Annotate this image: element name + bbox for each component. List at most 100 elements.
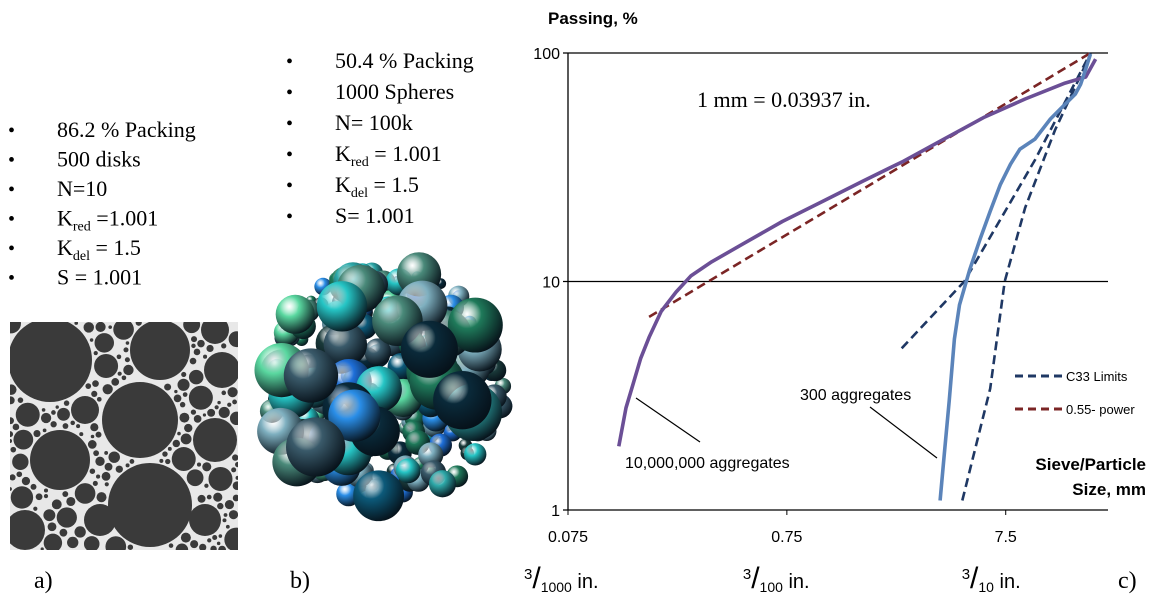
disk (236, 476, 240, 480)
disk (174, 395, 182, 403)
disk (43, 509, 55, 521)
disk (91, 391, 97, 397)
list-item: S= 1.001 (335, 203, 415, 228)
disk (50, 421, 56, 427)
disk (96, 432, 102, 438)
disk (169, 543, 174, 548)
y-tick-label: 10 (542, 275, 560, 292)
disk (117, 355, 122, 360)
disk (233, 481, 242, 490)
disk (84, 504, 116, 536)
disk (108, 451, 119, 462)
bullet: • (8, 120, 15, 142)
disk (208, 467, 232, 491)
item-tail: = 1.5 (90, 235, 141, 260)
disk (191, 344, 195, 348)
disk (197, 340, 204, 347)
list-item: 1000 Spheres (335, 79, 454, 104)
inch-den: 100 (760, 579, 784, 595)
disk (90, 423, 98, 431)
disk (222, 518, 226, 522)
disk (168, 447, 172, 451)
disk (95, 322, 105, 332)
x-tick-label: 7.5 (995, 529, 1017, 546)
disk (229, 510, 238, 519)
disk (5, 510, 45, 550)
disk (79, 432, 83, 436)
disk (180, 402, 185, 407)
disk (33, 507, 37, 511)
disk (13, 424, 20, 431)
disk (118, 372, 122, 376)
disk (85, 383, 91, 389)
bullet: • (286, 144, 293, 166)
disk (8, 487, 12, 491)
disk (64, 400, 69, 405)
disk (88, 440, 97, 449)
disk (71, 396, 99, 424)
disk (41, 547, 44, 550)
disk (42, 408, 46, 412)
disk (8, 439, 12, 443)
item-sub: del (351, 186, 368, 201)
disk (191, 336, 197, 342)
disk (207, 495, 212, 500)
disk (33, 430, 40, 437)
disk (62, 491, 68, 497)
x-tick-label: 0.075 (548, 529, 588, 546)
series-line (940, 54, 1090, 501)
disk (199, 544, 206, 551)
item-tail: =1.001 (91, 206, 158, 231)
figure: •86.2 % Packing•500 disks•N=10•Kred =1.0… (0, 0, 1152, 602)
disk (126, 341, 130, 345)
inch-unit: in. (572, 571, 599, 593)
disk (92, 380, 99, 387)
callout-line (870, 407, 937, 458)
disk (44, 534, 62, 552)
bullet: • (8, 268, 15, 290)
disk (75, 483, 96, 504)
disk (235, 462, 240, 467)
disk (44, 494, 48, 498)
disk (181, 533, 191, 543)
sphere (286, 417, 345, 476)
bullet: • (8, 179, 15, 201)
disk (59, 529, 67, 537)
disk (52, 499, 62, 509)
disk (219, 407, 230, 418)
disk (203, 413, 206, 416)
disk (233, 495, 240, 502)
disk (51, 410, 56, 415)
disk (8, 318, 92, 402)
panel-label: c) (1118, 568, 1137, 594)
disk (93, 450, 99, 456)
sphere (276, 295, 315, 334)
disk (91, 435, 95, 439)
disk (66, 497, 75, 506)
inch-label: 3/100 in. (743, 562, 810, 595)
disk (102, 472, 111, 481)
disk (123, 365, 133, 375)
panel-a: •86.2 % Packing•500 disks•N=10•Kred =1.0… (1, 117, 248, 594)
disk (162, 451, 167, 456)
disk (179, 413, 189, 423)
disk (90, 468, 96, 474)
disk (9, 474, 15, 480)
disk (48, 522, 57, 531)
disk (12, 454, 28, 470)
sphere (433, 371, 491, 429)
disk (95, 333, 114, 352)
list-item: Kred =1.001 (57, 206, 158, 235)
list-item: Kdel = 1.5 (335, 172, 419, 201)
disk (202, 462, 211, 471)
disk (184, 424, 192, 432)
disk (189, 370, 204, 385)
disk (90, 338, 94, 342)
disk (230, 412, 243, 425)
disk (30, 430, 90, 490)
list-item: 500 disks (57, 147, 141, 172)
disk (108, 463, 192, 547)
disk (123, 347, 128, 352)
inch-num: 3 (962, 566, 970, 583)
series-callout: 300 aggregates (800, 387, 911, 404)
